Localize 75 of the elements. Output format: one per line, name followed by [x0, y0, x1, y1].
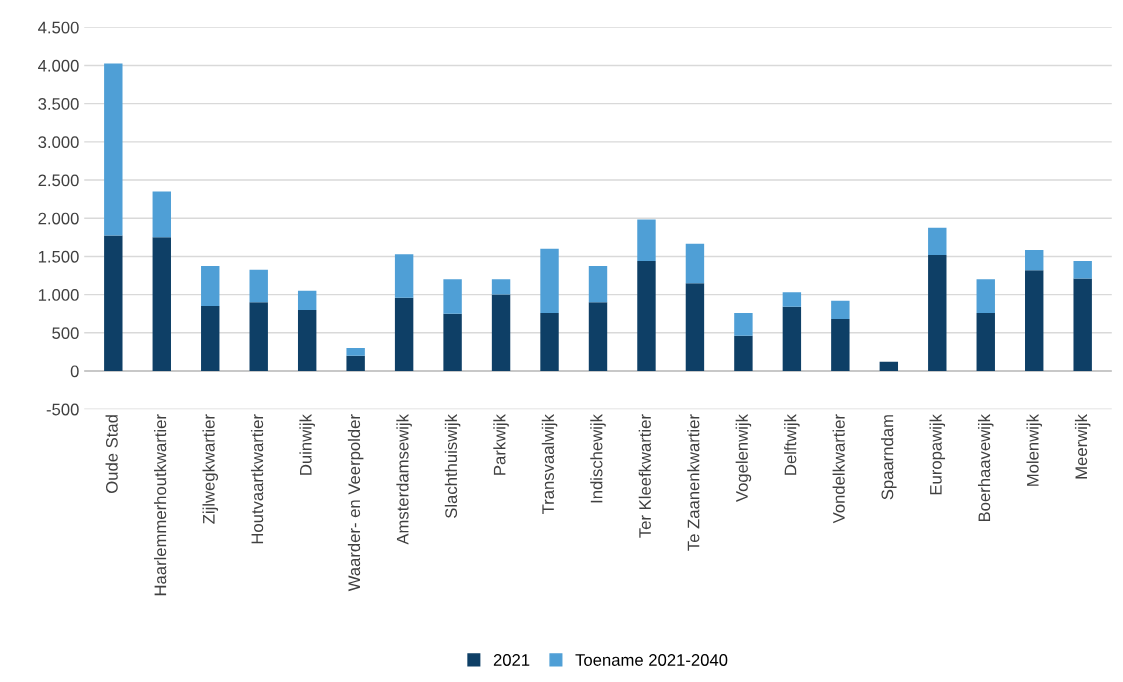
- x-tick-label: Meerwijk: [1074, 414, 1091, 479]
- bar: [782, 306, 802, 372]
- y-tick-label: 3.500: [38, 98, 79, 110]
- bar: [394, 254, 414, 298]
- bar: [201, 306, 220, 372]
- x-tick-label: Te Zaanenkwartier: [687, 414, 700, 551]
- y-tick-label: 0: [70, 365, 79, 378]
- x-tick-label: Zijlwegkwartier: [202, 414, 219, 524]
- x-tick-label: Boerhaavewijk: [977, 414, 994, 522]
- bar: [637, 219, 656, 262]
- x-tick-label: Parkwijk: [493, 414, 509, 475]
- y-tick-label: 3.000: [38, 136, 79, 149]
- x-tick-label: Spaarndam: [881, 415, 897, 500]
- bar: [249, 302, 268, 372]
- bar: [394, 297, 414, 372]
- bar: [540, 248, 559, 313]
- x-tick-label: Transvaalwijk: [541, 414, 558, 515]
- legend-label: Toename 2021-2040: [575, 654, 728, 666]
- bar: [1025, 249, 1044, 271]
- bar: [1073, 261, 1092, 279]
- bar: [831, 300, 850, 320]
- x-tick-label: Europawijk: [929, 414, 946, 495]
- bar: [491, 279, 511, 295]
- bar: [1073, 278, 1092, 372]
- y-tick-label: 4.000: [38, 59, 79, 72]
- bar: [491, 294, 511, 372]
- x-tick-label: Haarlemmerhoutkwartier: [154, 414, 167, 596]
- x-tick-label: Slachthuiswijk: [444, 414, 461, 518]
- bar: [685, 283, 705, 372]
- bar: [685, 243, 705, 284]
- x-tick-label: Molenwijk: [1026, 414, 1042, 486]
- x-tick-label: Delftwijk: [784, 414, 800, 475]
- x-tick-label: Vogelenwijk: [735, 414, 752, 503]
- y-tick-label: 2.000: [38, 212, 79, 225]
- bar: [588, 265, 608, 303]
- x-tick-label: Amsterdamsewijk: [396, 414, 412, 545]
- y-tick-label: 1.500: [38, 250, 79, 263]
- x-tick-label: Indischewijk: [590, 414, 606, 503]
- bar: [152, 237, 171, 372]
- bar: [152, 191, 171, 238]
- bar: [734, 335, 753, 372]
- y-tick-label: 1.000: [38, 289, 79, 301]
- bar: [104, 235, 123, 372]
- bar: [104, 63, 123, 236]
- bar: [297, 309, 317, 372]
- bar: [201, 265, 220, 307]
- bar: [588, 302, 608, 372]
- bar: [782, 292, 802, 307]
- y-tick-label: 500: [52, 327, 79, 340]
- bar: [637, 261, 656, 372]
- x-tick-label: Duinwijk: [299, 414, 315, 475]
- bar: [346, 348, 365, 356]
- bar: [976, 312, 995, 372]
- bar: [443, 313, 462, 372]
- x-tick-label: Waarder- en Veerpolder: [347, 414, 364, 592]
- bar: [540, 312, 559, 372]
- bar: [1025, 270, 1044, 372]
- x-tick-label: Houtvaartkwartier: [250, 414, 264, 544]
- x-tick-label: Ter Kleefkwartier: [638, 414, 651, 538]
- bar: [297, 290, 317, 310]
- y-tick-label: 4.500: [38, 21, 79, 34]
- bar: [976, 279, 995, 313]
- legend-label: 2021: [493, 654, 530, 666]
- y-tick-label: -500: [46, 403, 79, 416]
- y-tick-label: 2.500: [38, 174, 79, 187]
- bar: [831, 319, 850, 372]
- bar: [928, 227, 947, 255]
- x-tick-label: Oude Stad: [105, 415, 118, 493]
- x-tick-label: Vondelkwartier: [832, 414, 845, 524]
- bar: [346, 355, 365, 372]
- bar: [879, 361, 899, 372]
- bar: [734, 312, 753, 336]
- bar: [928, 254, 947, 372]
- bar: [443, 279, 462, 314]
- bar: [249, 269, 268, 303]
